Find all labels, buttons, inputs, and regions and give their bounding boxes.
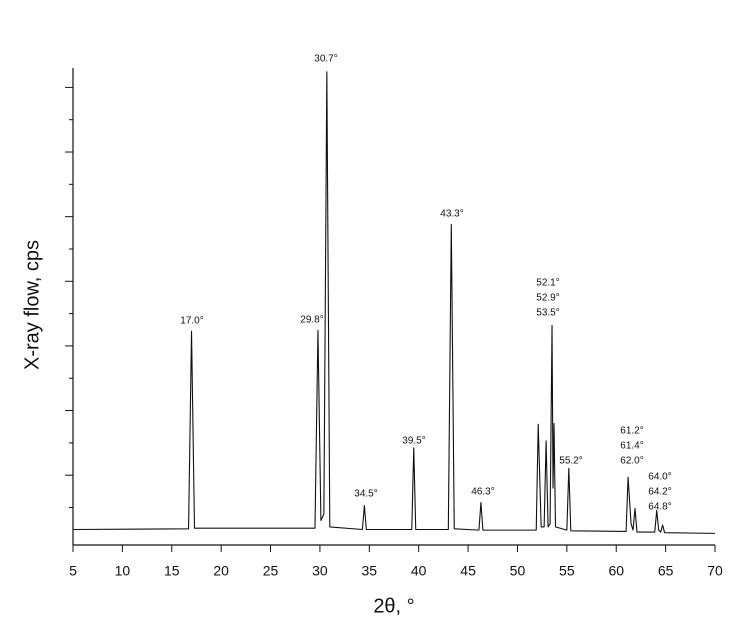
peak-label: 64.2° bbox=[648, 487, 671, 498]
x-tick-label: 25 bbox=[263, 563, 279, 579]
peak-label: 34.5° bbox=[354, 489, 377, 500]
peak-label: 61.4° bbox=[620, 441, 643, 452]
x-tick-label: 30 bbox=[312, 563, 328, 579]
peak-label: 64.0° bbox=[648, 472, 671, 483]
x-tick-label: 65 bbox=[658, 563, 674, 579]
peak-label: 53.5° bbox=[536, 308, 559, 319]
peak-label: 52.1° bbox=[536, 278, 559, 289]
peak-label: 61.2° bbox=[620, 426, 643, 437]
peak-label: 17.0° bbox=[180, 316, 203, 327]
peak-label: 30.7° bbox=[314, 54, 337, 65]
x-tick-label: 20 bbox=[213, 563, 229, 579]
peak-label: 29.8° bbox=[300, 315, 323, 326]
x-tick-label: 15 bbox=[164, 563, 180, 579]
x-tick-label: 40 bbox=[411, 563, 427, 579]
peak-label: 52.9° bbox=[536, 293, 559, 304]
x-tick-label: 10 bbox=[115, 563, 131, 579]
x-tick-label: 45 bbox=[460, 563, 476, 579]
x-tick-label: 35 bbox=[362, 563, 378, 579]
x-tick-label: 60 bbox=[608, 563, 624, 579]
x-tick-label: 55 bbox=[559, 563, 575, 579]
x-axis-label: 2θ, ° bbox=[373, 595, 414, 617]
peak-label: 64.8° bbox=[648, 502, 671, 513]
peak-label: 55.2° bbox=[559, 456, 582, 467]
x-tick-label: 50 bbox=[510, 563, 526, 579]
peak-label: 46.3° bbox=[471, 487, 494, 498]
x-tick-label: 70 bbox=[707, 563, 723, 579]
peak-label: 43.3° bbox=[440, 209, 463, 220]
y-axis-label: X-ray flow, cps bbox=[21, 240, 43, 370]
x-tick-label: 5 bbox=[69, 563, 77, 579]
peak-label: 39.5° bbox=[402, 436, 425, 447]
data-line bbox=[72, 71, 716, 534]
peak-label: 62.0° bbox=[620, 456, 643, 467]
